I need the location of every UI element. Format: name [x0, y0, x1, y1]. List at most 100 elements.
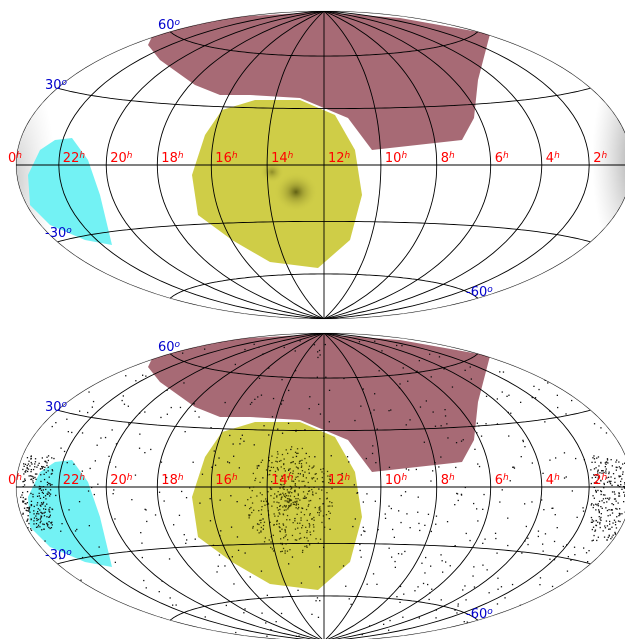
source-dot	[277, 453, 278, 454]
source-dot	[596, 525, 597, 526]
source-dot	[142, 375, 143, 376]
source-dot	[243, 612, 244, 613]
source-dot	[306, 462, 307, 463]
source-dot	[31, 530, 32, 531]
source-dot	[226, 605, 227, 606]
source-dot	[32, 496, 33, 497]
source-dot	[295, 539, 296, 540]
source-dot	[275, 471, 276, 472]
source-dot	[260, 492, 261, 493]
source-dot	[33, 482, 34, 483]
source-dot	[497, 603, 498, 604]
source-dot	[388, 410, 389, 411]
source-dot	[483, 494, 484, 495]
source-dot	[266, 469, 267, 470]
source-dot	[527, 544, 528, 545]
source-dot	[543, 509, 544, 510]
source-dot	[296, 505, 297, 506]
source-dot	[237, 501, 238, 502]
source-dot	[186, 539, 187, 540]
source-dot	[565, 413, 566, 414]
source-dot	[314, 456, 315, 457]
source-dot	[26, 510, 27, 511]
source-dot	[272, 416, 273, 417]
source-dot	[320, 510, 321, 511]
source-dot	[31, 463, 32, 464]
source-dot	[281, 379, 282, 380]
source-dot	[298, 480, 299, 481]
source-dot	[305, 527, 306, 528]
source-dot	[281, 497, 282, 498]
source-dot	[361, 534, 362, 535]
source-dot	[25, 470, 26, 471]
source-dot	[435, 524, 436, 525]
source-dot	[301, 467, 302, 468]
source-dot	[263, 525, 264, 526]
source-dot	[595, 467, 596, 468]
source-dot	[293, 502, 294, 503]
source-dot	[291, 492, 292, 493]
source-dot	[278, 516, 279, 517]
source-dot	[48, 455, 49, 456]
source-dot	[298, 495, 299, 496]
source-dot	[38, 513, 39, 514]
source-dot	[593, 455, 594, 456]
source-dot	[297, 498, 298, 499]
source-dot	[418, 523, 419, 524]
source-dot	[319, 512, 320, 513]
source-dot	[621, 489, 622, 490]
source-dot	[43, 489, 44, 490]
source-dot	[254, 399, 255, 400]
source-dot	[594, 458, 595, 459]
source-dot	[301, 460, 302, 461]
source-dot	[521, 456, 522, 457]
source-dot	[24, 478, 25, 479]
source-dot	[280, 494, 281, 495]
source-dot	[27, 507, 28, 508]
source-dot	[395, 567, 396, 568]
source-dot	[445, 561, 446, 562]
source-dot	[46, 462, 47, 463]
source-dot	[36, 513, 37, 514]
source-dot	[271, 506, 272, 507]
source-dot	[603, 498, 604, 499]
source-dot	[285, 531, 286, 532]
source-dot	[306, 537, 307, 538]
source-dot	[53, 458, 54, 459]
source-dot	[271, 462, 272, 463]
source-dot	[440, 456, 441, 457]
source-dot	[474, 449, 475, 450]
source-dot	[252, 490, 253, 491]
source-dot	[304, 496, 305, 497]
source-dot	[394, 561, 395, 562]
source-dot	[282, 493, 283, 494]
source-dot	[35, 515, 36, 516]
source-dot	[302, 550, 303, 551]
source-dot	[619, 513, 620, 514]
source-dot	[300, 517, 301, 518]
source-dot	[23, 481, 24, 482]
source-dot	[618, 502, 619, 503]
source-dot	[331, 502, 332, 503]
source-dot	[239, 443, 240, 444]
source-dot	[394, 537, 395, 538]
source-dot	[303, 481, 304, 482]
source-dot	[230, 495, 231, 496]
source-dot	[270, 541, 271, 542]
source-dot	[46, 472, 47, 473]
source-dot	[306, 497, 307, 498]
source-dot	[282, 506, 283, 507]
source-dot	[564, 477, 565, 478]
source-dot	[604, 484, 605, 485]
source-dot	[612, 522, 613, 523]
source-dot	[251, 402, 252, 403]
source-dot	[288, 507, 289, 508]
source-dot	[593, 520, 594, 521]
source-dot	[398, 553, 399, 554]
source-dot	[309, 466, 310, 467]
source-dot	[25, 499, 26, 500]
source-dot	[593, 535, 594, 536]
source-dot	[202, 474, 203, 475]
source-dot	[555, 514, 556, 515]
source-dot	[592, 519, 593, 520]
